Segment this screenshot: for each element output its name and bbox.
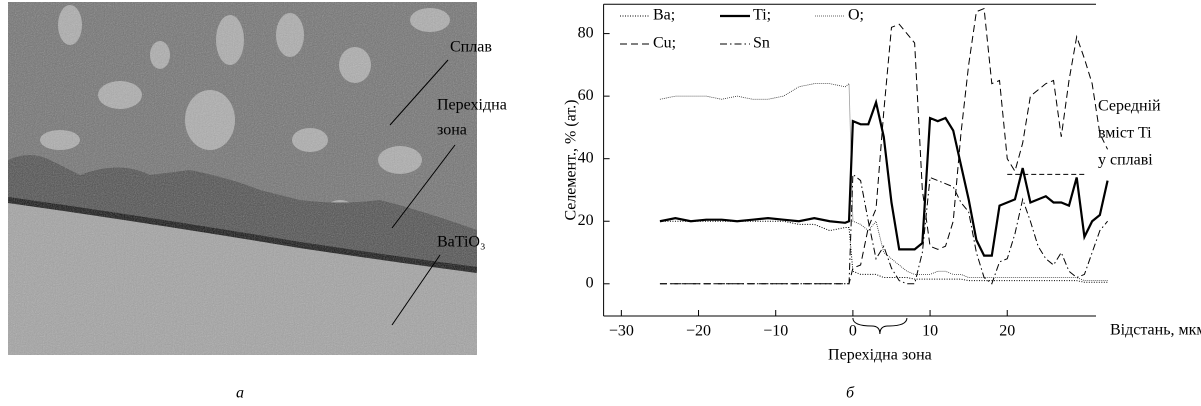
bracket-label: Перехідна зона (828, 347, 932, 364)
y-tick-label: 60 (578, 87, 594, 104)
x-tick-label: −30 (609, 323, 634, 340)
y-tick-label: 20 (578, 212, 594, 229)
annotation: у сплаві (1098, 152, 1153, 169)
caption: б (846, 385, 855, 402)
series-line (659, 98, 1109, 257)
y-tick-label: 40 (578, 149, 594, 166)
x-axis-label: Відстань, мкм (1110, 322, 1201, 339)
x-tick-label: −20 (686, 323, 711, 340)
x-tick-label: 10 (922, 323, 938, 340)
y-tick-label: 80 (578, 24, 594, 41)
bracket (852, 317, 908, 335)
legend-label: Sn (753, 35, 770, 52)
annotation: Середній (1098, 98, 1161, 115)
x-tick-label: 0 (849, 323, 857, 340)
leader-lines (389, 59, 456, 326)
series-line (659, 82, 1108, 282)
image-label: Сплав (450, 39, 492, 56)
image-label: зона (437, 122, 467, 139)
legend-label: Ba; (653, 7, 675, 24)
caption: а (236, 385, 244, 402)
y-axis-label: Cелемент., % (ат.) (563, 100, 580, 221)
y-tick-label: 0 (586, 274, 594, 291)
legend-label: Cu; (653, 35, 676, 52)
series-line (659, 173, 1108, 285)
micrograph (8, 2, 477, 355)
legend-label: O; (848, 7, 864, 24)
image-label: Перехідна (437, 97, 507, 114)
series-line (659, 220, 1108, 283)
x-tick-label: −10 (763, 323, 788, 340)
legend-label: Ti; (753, 7, 771, 24)
annotation: вміст Ti (1098, 125, 1152, 142)
x-tick-label: 20 (999, 323, 1015, 340)
image-label: BaTiO₃ (437, 234, 486, 251)
